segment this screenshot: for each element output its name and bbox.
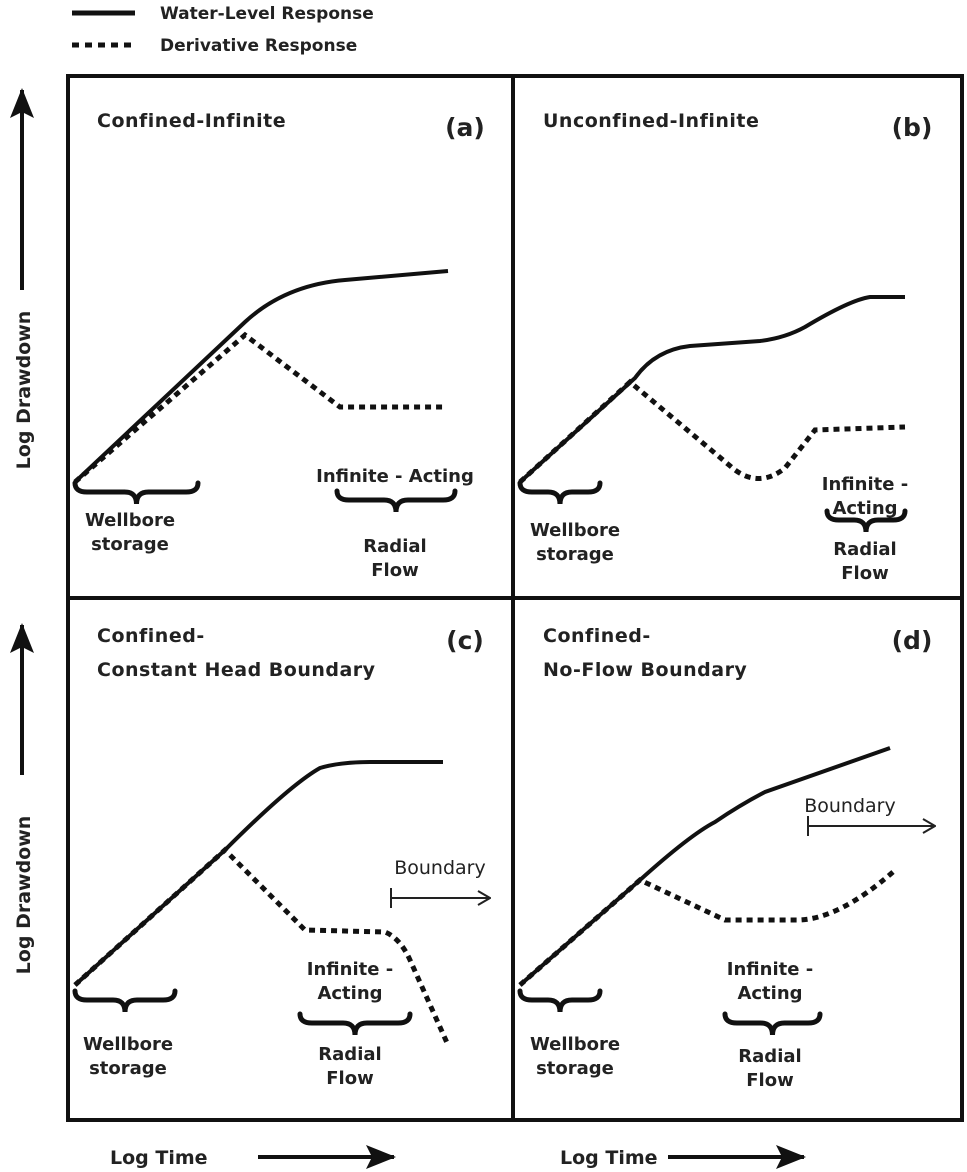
radial-flow-brace: [722, 1011, 823, 1036]
radial-flow-label: Flow: [746, 1070, 793, 1091]
x-axis-label: Log Time: [560, 1147, 658, 1169]
water-level-response-curve: [518, 746, 891, 987]
panel-b: Unconfined-Infinite (b) Wellbore storage Inf…: [517, 110, 933, 584]
panel-c: Confined- Constant Head Boundary (c) Wellbo…: [72, 625, 490, 1089]
derivative-response-curve: [73, 331, 445, 484]
y-axis-label: Log Drawdown: [13, 816, 35, 975]
boundary-label: Boundary: [804, 795, 896, 817]
radial-flow-brace: [824, 508, 908, 533]
wellbore-storage-brace: [72, 988, 178, 1013]
radial-flow-label: Radial: [363, 536, 426, 557]
radial-flow-label: Radial: [318, 1044, 381, 1065]
x-axis-right: Log Time: [560, 1145, 806, 1169]
water-level-response-curve: [73, 760, 443, 987]
x-axis-left: Log Time: [110, 1145, 396, 1169]
panel-title: Confined-: [543, 625, 651, 647]
panel-tag: (d): [892, 626, 933, 655]
boundary-label: Boundary: [394, 857, 486, 879]
infinite-acting-label: Infinite -: [307, 959, 393, 980]
radial-flow-label: Radial: [833, 539, 896, 560]
panel-title: Confined-: [97, 625, 205, 647]
infinite-acting-label: Infinite -: [822, 474, 908, 495]
wellbore-storage-label: storage: [536, 1058, 614, 1079]
panel-title: Unconfined-Infinite: [543, 110, 759, 132]
y-axis-top: Log Drawdown: [9, 88, 35, 470]
legend: Water-Level Response Derivative Response: [72, 4, 374, 56]
wellbore-storage-label: Wellbore: [530, 520, 620, 541]
wellbore-storage-label: storage: [536, 544, 614, 565]
infinite-acting-label: Acting: [832, 498, 897, 519]
wellbore-storage-brace: [72, 480, 201, 505]
wellbore-storage-label: Wellbore: [530, 1034, 620, 1055]
derivative-response-curve: [73, 846, 451, 1047]
wellbore-storage-label: Wellbore: [83, 1034, 173, 1055]
panel-title: Confined-Infinite: [97, 110, 286, 132]
wellbore-storage-brace: [517, 988, 603, 1013]
panel-tag: (b): [892, 113, 933, 142]
infinite-acting-label: Infinite - Acting: [316, 466, 474, 487]
radial-flow-brace: [297, 1011, 413, 1036]
radial-flow-label: Radial: [738, 1046, 801, 1067]
wellbore-storage-label: storage: [89, 1058, 167, 1079]
panel-title: Constant Head Boundary: [97, 659, 376, 681]
y-axis-bottom: Log Drawdown: [9, 623, 35, 975]
x-axis-label: Log Time: [110, 1147, 208, 1169]
derivative-response-curve: [518, 378, 906, 484]
derivative-response-curve: [518, 870, 895, 987]
radial-flow-label: Flow: [371, 560, 418, 581]
radial-flow-label: Flow: [326, 1068, 373, 1089]
legend-dotted-label: Derivative Response: [160, 36, 357, 56]
wellbore-storage-brace: [517, 480, 603, 505]
water-level-response-curve: [73, 269, 449, 484]
panel-d: Confined- No-Flow Boundary (d) Wellbore stor…: [517, 625, 935, 1091]
infinite-acting-label: Acting: [317, 983, 382, 1004]
wellbore-storage-label: storage: [91, 534, 169, 555]
infinite-acting-label: Acting: [737, 983, 802, 1004]
radial-flow-label: Flow: [841, 563, 888, 584]
infinite-acting-label: Infinite -: [727, 959, 813, 980]
y-axis-label: Log Drawdown: [13, 311, 35, 470]
water-level-response-curve: [518, 295, 905, 484]
panel-a: Confined-Infinite (a) Wellbore storage Infin…: [72, 110, 485, 581]
panel-title: No-Flow Boundary: [543, 659, 747, 681]
panel-tag: (a): [445, 113, 485, 142]
legend-solid-label: Water-Level Response: [160, 4, 374, 24]
panel-tag: (c): [446, 626, 484, 655]
radial-flow-brace: [334, 488, 458, 513]
wellbore-storage-label: Wellbore: [85, 510, 175, 531]
